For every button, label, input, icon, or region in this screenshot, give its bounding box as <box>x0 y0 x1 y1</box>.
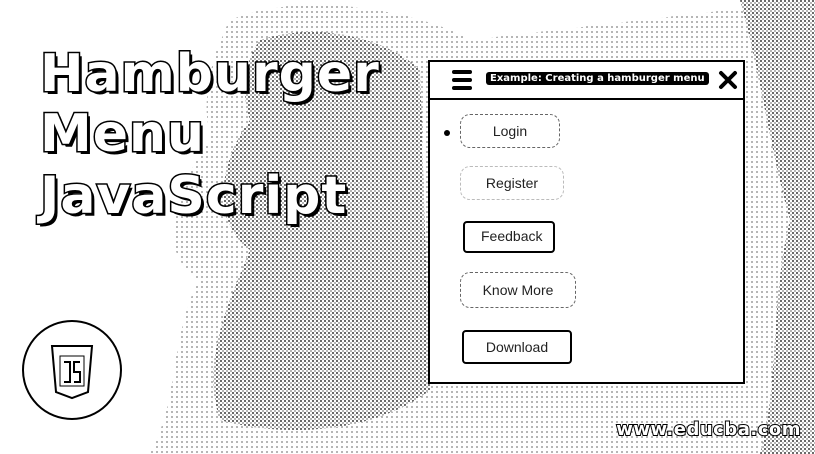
close-icon[interactable] <box>718 70 738 90</box>
menu-item-feedback[interactable]: Feedback <box>463 221 555 253</box>
html5-badge-icon <box>22 320 122 420</box>
hamburger-icon[interactable] <box>452 68 472 92</box>
banner-title-line-1: Hamburger <box>39 44 381 104</box>
demo-window: Example: Creating a hamburger menu Login… <box>428 60 745 384</box>
menu-item-login[interactable]: Login <box>460 114 560 148</box>
active-item-bullet <box>444 130 450 136</box>
banner-title-line-3: JavaScript <box>38 166 348 226</box>
menu-item-register[interactable]: Register <box>460 166 564 200</box>
site-url: www.educba.com <box>615 418 801 441</box>
menu-item-download[interactable]: Download <box>462 330 572 364</box>
window-titlebar: Example: Creating a hamburger menu <box>430 62 743 100</box>
menu-item-know-more[interactable]: Know More <box>460 272 576 308</box>
banner-title-line-2: Menu <box>38 104 206 164</box>
window-title: Example: Creating a hamburger menu <box>486 72 709 85</box>
